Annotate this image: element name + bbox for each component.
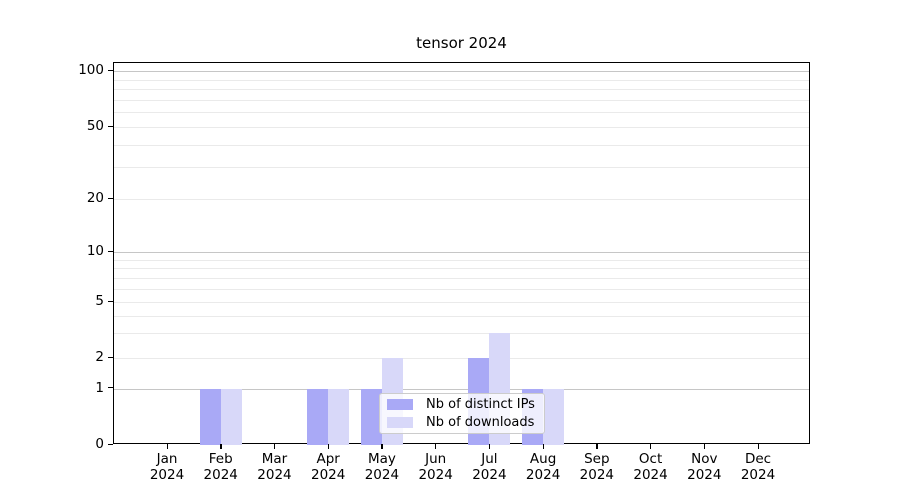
gridline-minor-70 xyxy=(114,99,809,101)
xtick-month: Mar xyxy=(261,451,288,467)
legend-swatch-downloads xyxy=(387,417,413,428)
xtick-month: Nov xyxy=(691,451,718,467)
xtick-month: Feb xyxy=(208,451,233,467)
ytick-label-20: 20 xyxy=(86,190,104,206)
xtick-mark-jun xyxy=(435,444,437,449)
xtick-year: 2024 xyxy=(203,467,238,483)
xtick-year: 2024 xyxy=(364,467,400,483)
xtick-label-jul: Jul 2024 xyxy=(454,451,524,483)
gridline-minor-8 xyxy=(114,268,809,270)
xtick-month: Dec xyxy=(744,451,772,467)
legend-entry-distinct-ips: Nb of distinct IPs xyxy=(387,397,536,412)
xtick-month: Oct xyxy=(638,451,663,467)
xtick-mark-may xyxy=(381,444,383,449)
xtick-label-feb: Feb 2024 xyxy=(186,451,256,483)
ytick-mark-20 xyxy=(108,197,113,199)
gridline-major-100 xyxy=(114,71,809,72)
plot-area: Nb of distinct IPs Nb of downloads xyxy=(113,62,810,445)
ytick-label-0: 0 xyxy=(95,436,104,452)
gridline-minor-9 xyxy=(114,259,809,261)
gridline-minor-4 xyxy=(114,315,809,317)
gridline-minor-2 xyxy=(114,358,809,359)
gridline-minor-80 xyxy=(114,89,809,91)
bar-nb-of-downloads-feb xyxy=(220,388,242,445)
xtick-month: May xyxy=(367,451,396,467)
bar-nb-of-downloads-apr xyxy=(328,388,350,445)
chart-legend: Nb of distinct IPs Nb of downloads xyxy=(379,393,545,434)
xtick-month: Jan xyxy=(156,451,178,467)
xtick-mark-sep xyxy=(596,444,598,449)
ytick-mark-0 xyxy=(108,443,113,445)
gridline-minor-30 xyxy=(114,167,809,169)
legend-entry-downloads: Nb of downloads xyxy=(387,415,536,430)
xtick-year: 2024 xyxy=(257,467,292,483)
xtick-year: 2024 xyxy=(579,467,614,483)
gridline-minor-5 xyxy=(114,302,809,303)
ytick-mark-1 xyxy=(108,387,113,389)
xtick-mark-mar xyxy=(273,444,276,449)
gridline-minor-7 xyxy=(114,277,809,279)
gridline-minor-50 xyxy=(114,127,809,128)
xtick-year: 2024 xyxy=(311,467,346,483)
xtick-year: 2024 xyxy=(740,467,776,483)
gridline-minor-90 xyxy=(114,79,809,81)
xtick-mark-oct xyxy=(650,444,652,449)
ytick-label-1: 1 xyxy=(95,379,104,396)
xtick-label-apr: Apr 2024 xyxy=(293,451,363,483)
xtick-label-sep: Sep 2024 xyxy=(562,451,632,483)
xtick-month: Sep xyxy=(584,451,610,467)
ytick-label-10: 10 xyxy=(86,243,104,259)
xtick-label-aug: Aug 2024 xyxy=(508,451,578,483)
ytick-label-50: 50 xyxy=(86,118,104,134)
xtick-label-oct: Oct 2024 xyxy=(616,451,686,483)
xtick-mark-apr xyxy=(327,444,329,449)
xtick-mark-jan xyxy=(166,444,168,449)
xtick-year: 2024 xyxy=(418,467,453,483)
xtick-label-jan: Jan 2024 xyxy=(132,451,202,483)
xtick-month: Jun xyxy=(425,451,447,467)
ytick-mark-5 xyxy=(108,300,113,302)
xtick-mark-aug xyxy=(542,444,544,449)
ytick-label-100: 100 xyxy=(78,62,104,78)
ytick-mark-10 xyxy=(108,250,113,252)
bar-nb-of-distinct-ips-apr xyxy=(307,388,329,445)
xtick-year: 2024 xyxy=(633,467,668,483)
legend-label-distinct-ips: Nb of distinct IPs xyxy=(426,397,535,412)
gridline-minor-20 xyxy=(114,199,809,200)
xtick-mark-feb xyxy=(220,444,222,449)
xtick-mark-jul xyxy=(488,444,491,449)
legend-label-downloads: Nb of downloads xyxy=(426,415,535,430)
gridline-major-1 xyxy=(114,388,809,390)
gridline-minor-40 xyxy=(114,144,809,146)
xtick-label-nov: Nov 2024 xyxy=(669,451,739,483)
bar-nb-of-downloads-aug xyxy=(543,388,565,445)
xtick-mark-dec xyxy=(757,444,759,449)
gridline-minor-3 xyxy=(114,333,809,335)
chart-title: tensor 2024 xyxy=(416,34,507,52)
xtick-label-may: May 2024 xyxy=(347,451,417,483)
ytick-mark-2 xyxy=(108,356,113,358)
ytick-mark-100 xyxy=(108,69,113,71)
gridline-major-10 xyxy=(114,252,809,253)
xtick-year: 2024 xyxy=(149,467,185,483)
xtick-label-dec: Dec 2024 xyxy=(723,451,793,483)
xtick-mark-nov xyxy=(703,444,706,449)
xtick-year: 2024 xyxy=(525,467,561,483)
gridline-minor-6 xyxy=(114,288,809,290)
ytick-label-5: 5 xyxy=(95,293,104,309)
xtick-year: 2024 xyxy=(472,467,507,483)
xtick-month: Jul xyxy=(481,451,498,467)
xtick-label-mar: Mar 2024 xyxy=(239,451,309,483)
ytick-mark-50 xyxy=(108,125,113,127)
ytick-label-2: 2 xyxy=(95,349,104,365)
bar-nb-of-distinct-ips-feb xyxy=(199,388,221,445)
xtick-year: 2024 xyxy=(687,467,722,483)
xtick-label-jun: Jun 2024 xyxy=(401,451,471,483)
bar-nb-of-distinct-ips-may xyxy=(360,388,382,445)
gridline-minor-60 xyxy=(114,112,809,114)
xtick-month: Apr xyxy=(316,451,340,467)
xtick-month: Aug xyxy=(529,451,557,467)
legend-swatch-distinct-ips xyxy=(387,399,413,410)
